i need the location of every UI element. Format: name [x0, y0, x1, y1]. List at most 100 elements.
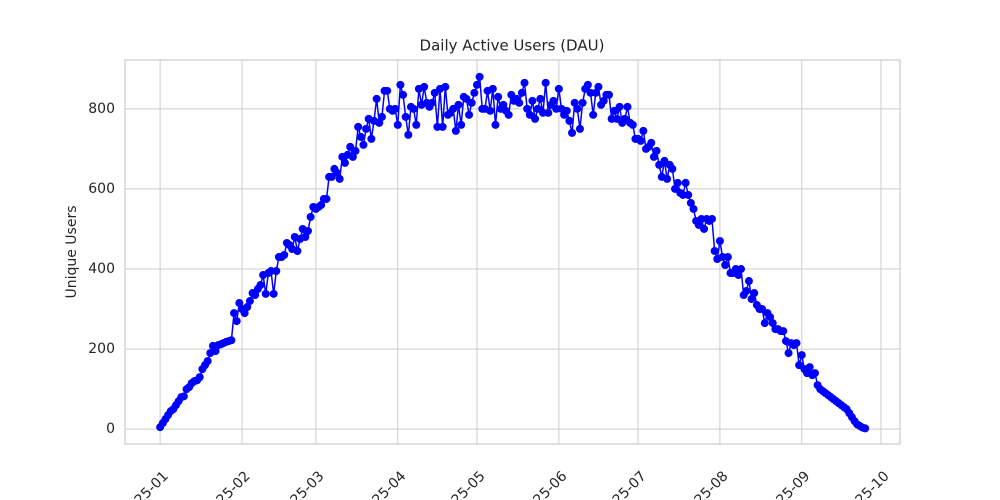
- data-point: [179, 392, 188, 401]
- data-point: [520, 78, 529, 87]
- data-point: [515, 98, 524, 107]
- data-point: [230, 309, 239, 318]
- data-point: [306, 212, 315, 221]
- data-point: [383, 86, 392, 95]
- axes-frame: [124, 59, 901, 445]
- data-point: [744, 277, 753, 286]
- data-point: [861, 424, 870, 433]
- data-point: [211, 347, 220, 356]
- data-point: [494, 92, 503, 101]
- y-tick-label: 200: [88, 341, 115, 357]
- chart-title: Daily Active Users (DAU): [420, 37, 605, 55]
- data-point: [293, 246, 302, 255]
- y-axis-label: Unique Users: [64, 205, 80, 298]
- y-tick-label: 800: [88, 101, 115, 117]
- data-point: [504, 110, 513, 119]
- data-point: [681, 178, 690, 187]
- data-point: [544, 108, 553, 117]
- data-point: [499, 100, 508, 109]
- data-point: [517, 88, 526, 97]
- data-point: [649, 152, 658, 161]
- data-point: [591, 88, 600, 97]
- data-point: [570, 98, 579, 107]
- data-point: [715, 236, 724, 245]
- data-point: [541, 78, 550, 87]
- data-point: [354, 122, 363, 131]
- data-point: [810, 369, 819, 378]
- data-point: [737, 265, 746, 274]
- data-point: [356, 132, 365, 141]
- data-point: [272, 267, 281, 276]
- data-point: [401, 112, 410, 121]
- data-point: [723, 253, 732, 262]
- y-tick-label: 400: [88, 261, 115, 277]
- data-point: [528, 96, 537, 105]
- data-point: [779, 327, 788, 336]
- data-point: [583, 80, 592, 89]
- data-point: [232, 317, 241, 326]
- data-point: [245, 297, 254, 306]
- data-point: [673, 178, 682, 187]
- data-point: [317, 200, 326, 209]
- data-point: [742, 287, 751, 296]
- data-point: [623, 102, 632, 111]
- data-point: [377, 112, 386, 121]
- y-tick-label: 600: [88, 181, 115, 197]
- data-point: [578, 98, 587, 107]
- data-point: [768, 319, 777, 328]
- data-point: [438, 122, 447, 131]
- data-point: [668, 164, 677, 173]
- data-point: [797, 351, 806, 360]
- data-point: [639, 126, 648, 135]
- data-point: [549, 96, 558, 105]
- data-point: [335, 174, 344, 183]
- data-point: [568, 128, 577, 137]
- data-point: [573, 104, 582, 113]
- data-point: [404, 130, 413, 139]
- data-point: [467, 98, 476, 107]
- data-point: [451, 126, 460, 135]
- data-point: [396, 80, 405, 89]
- data-point: [243, 303, 252, 312]
- data-point: [766, 313, 775, 322]
- data-point: [227, 336, 236, 345]
- data-point: [594, 82, 603, 91]
- data-point: [784, 349, 793, 358]
- data-point: [351, 146, 360, 155]
- data-point: [322, 194, 331, 203]
- data-point: [470, 88, 479, 97]
- data-point: [420, 82, 429, 91]
- data-point: [333, 168, 342, 177]
- data-point: [707, 214, 716, 223]
- data-point: [647, 138, 656, 147]
- data-point: [367, 134, 376, 143]
- data-point: [195, 373, 204, 382]
- data-point: [652, 146, 661, 155]
- data-point: [348, 152, 357, 161]
- data-point: [375, 118, 384, 127]
- data-point: [454, 100, 463, 109]
- data-point: [251, 291, 260, 300]
- data-point: [792, 339, 801, 348]
- data-point: [391, 104, 400, 113]
- data-point: [303, 226, 312, 235]
- data-point: [256, 281, 265, 290]
- data-point: [240, 309, 249, 318]
- data-point: [750, 289, 759, 298]
- data-point: [689, 204, 698, 213]
- data-point: [599, 96, 608, 105]
- grid: [125, 60, 900, 444]
- data-point: [760, 319, 769, 328]
- data-point: [531, 114, 540, 123]
- data-point: [523, 104, 532, 113]
- data-point: [372, 94, 381, 103]
- data-point: [589, 110, 598, 119]
- data-point: [409, 104, 418, 113]
- data-point: [359, 140, 368, 149]
- data-point: [747, 295, 756, 304]
- data-point: [457, 120, 466, 129]
- data-point: [710, 246, 719, 255]
- data-point: [562, 106, 571, 115]
